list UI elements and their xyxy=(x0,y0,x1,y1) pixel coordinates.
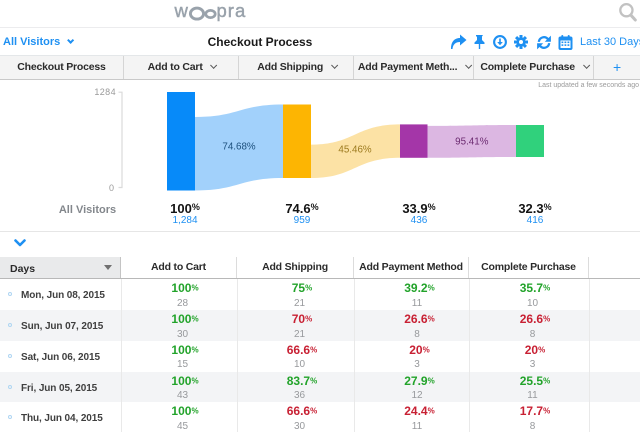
svg-text:pra: pra xyxy=(217,0,247,21)
svg-text:95.41%: 95.41% xyxy=(455,137,489,148)
svg-text:w: w xyxy=(174,0,189,21)
svg-text:45.46%: 45.46% xyxy=(338,145,372,156)
svg-text:74.68%: 74.68% xyxy=(222,142,256,153)
